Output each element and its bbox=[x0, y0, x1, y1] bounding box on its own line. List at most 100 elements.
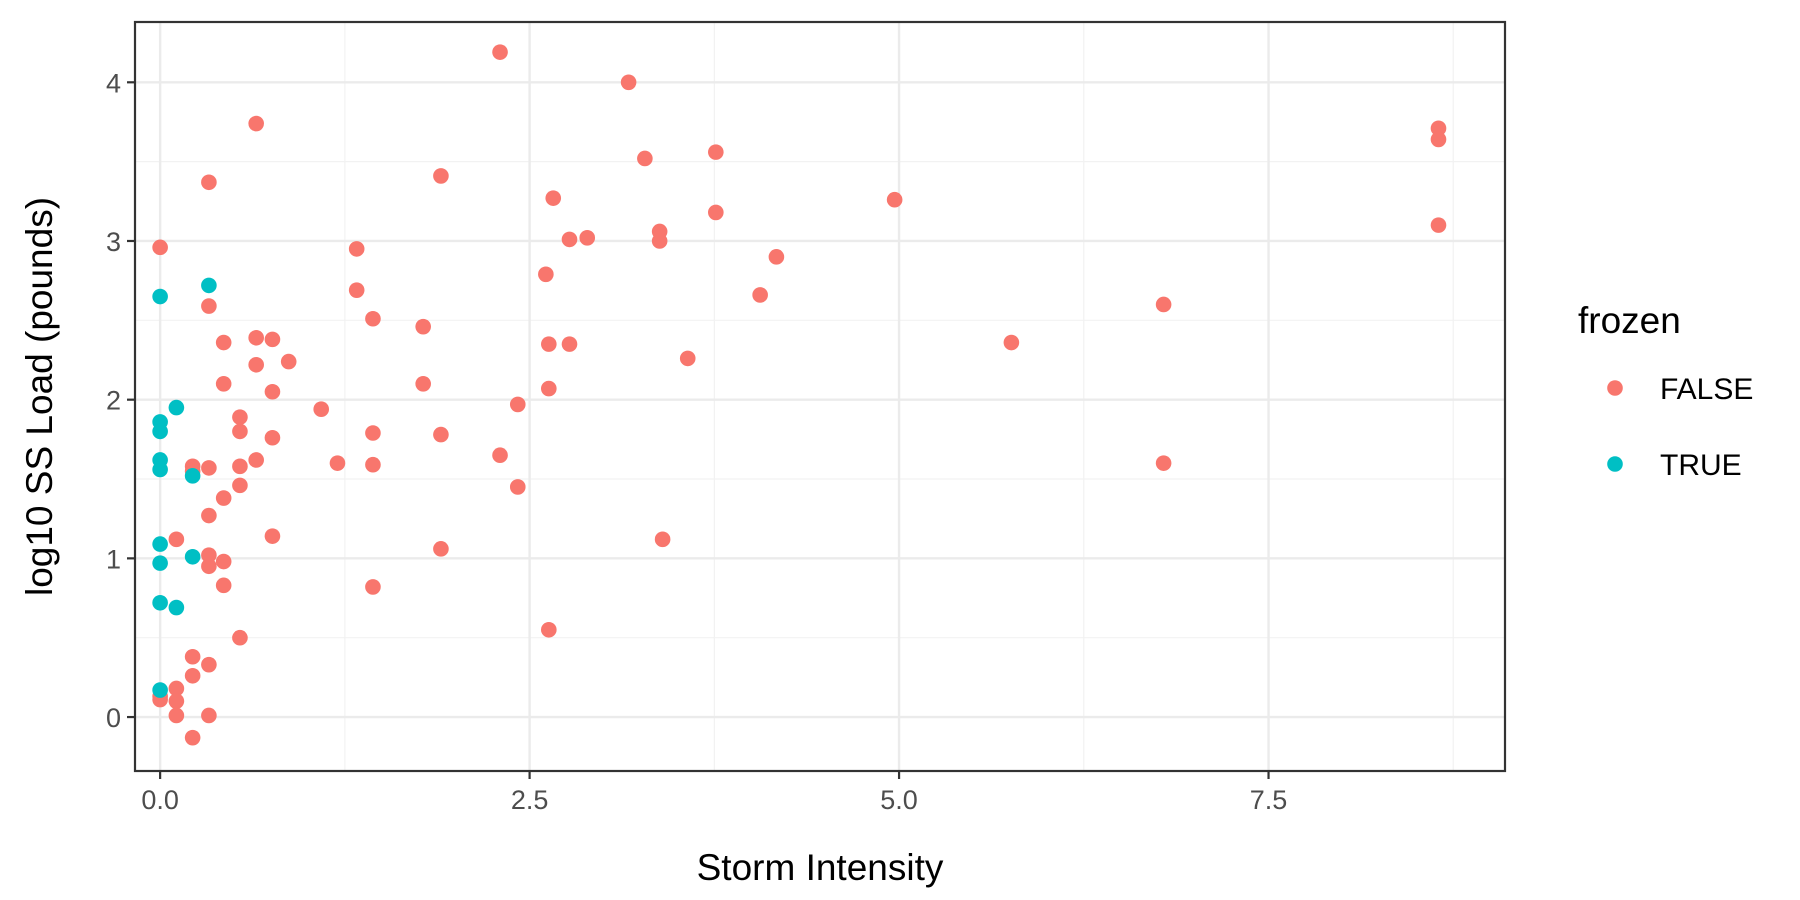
data-point-false bbox=[561, 231, 578, 248]
data-points bbox=[152, 44, 1447, 746]
data-point-true bbox=[184, 468, 201, 484]
data-point-true bbox=[152, 536, 168, 552]
legend-title: frozen bbox=[1578, 300, 1681, 341]
data-point-false bbox=[509, 479, 526, 495]
data-point-false bbox=[752, 287, 768, 303]
data-point-false bbox=[280, 353, 297, 370]
data-point-false bbox=[184, 729, 201, 746]
data-point-false bbox=[201, 460, 217, 476]
legend-label-true: TRUE bbox=[1660, 449, 1742, 482]
data-point-false bbox=[215, 334, 232, 351]
data-point-false bbox=[365, 579, 381, 595]
data-point-false bbox=[541, 621, 557, 638]
data-point-false bbox=[184, 667, 201, 684]
data-point-false bbox=[152, 239, 168, 256]
data-point-false bbox=[415, 318, 431, 335]
data-point-false bbox=[168, 680, 185, 697]
data-point-false bbox=[541, 380, 557, 397]
x-tick-label: 7.5 bbox=[1250, 785, 1288, 815]
y-tick-label: 0 bbox=[106, 703, 121, 733]
data-point-true bbox=[152, 423, 168, 440]
minor-gridlines bbox=[135, 22, 1505, 771]
data-point-false bbox=[415, 376, 431, 392]
legend-key-true bbox=[1607, 456, 1623, 472]
data-point-false bbox=[654, 531, 671, 548]
data-point-true bbox=[184, 548, 201, 565]
data-point-false bbox=[1155, 296, 1172, 313]
y-tick-label: 4 bbox=[106, 68, 121, 98]
x-tick-label: 5.0 bbox=[880, 785, 918, 815]
legend-label-false: FALSE bbox=[1660, 373, 1753, 406]
x-tick-label: 2.5 bbox=[511, 785, 549, 815]
data-point-false bbox=[201, 507, 217, 524]
data-point-false bbox=[232, 458, 248, 475]
data-point-false bbox=[248, 452, 264, 468]
data-point-false bbox=[492, 44, 508, 60]
data-point-false bbox=[365, 310, 381, 327]
data-point-false bbox=[232, 409, 248, 425]
data-point-false bbox=[545, 190, 562, 206]
data-point-false bbox=[201, 298, 217, 314]
data-point-false bbox=[1003, 334, 1020, 351]
data-point-false bbox=[768, 249, 785, 265]
data-point-false bbox=[264, 331, 281, 348]
data-point-false bbox=[620, 74, 637, 91]
y-axis-ticks: 0 1 2 3 4 bbox=[106, 68, 135, 733]
data-point-false bbox=[168, 693, 185, 709]
data-point-false bbox=[708, 204, 724, 221]
y-axis-title: log10 SS Load (pounds) bbox=[19, 197, 60, 596]
data-point-false bbox=[201, 558, 217, 575]
legend-key-false bbox=[1607, 380, 1623, 396]
data-point-false bbox=[168, 707, 185, 724]
data-point-false bbox=[509, 396, 526, 413]
data-point-false bbox=[232, 423, 248, 440]
data-point-true bbox=[168, 399, 185, 416]
data-point-true bbox=[152, 461, 168, 478]
data-point-false bbox=[1430, 131, 1447, 148]
legend: frozen FALSE TRUE bbox=[1578, 300, 1753, 482]
data-point-false bbox=[1430, 120, 1447, 137]
data-point-true bbox=[152, 288, 168, 305]
data-point-false bbox=[201, 656, 217, 673]
data-point-false bbox=[348, 282, 365, 298]
x-axis-title: Storm Intensity bbox=[697, 847, 944, 888]
data-point-false bbox=[1155, 455, 1172, 471]
data-point-false bbox=[201, 547, 217, 563]
data-point-false bbox=[248, 356, 264, 373]
data-point-false bbox=[579, 230, 596, 246]
data-point-true bbox=[201, 277, 217, 294]
data-point-false bbox=[708, 144, 724, 160]
major-gridlines bbox=[135, 22, 1505, 771]
data-point-false bbox=[168, 531, 185, 548]
y-tick-label: 1 bbox=[106, 544, 121, 574]
data-point-false bbox=[561, 336, 578, 352]
data-point-false bbox=[215, 553, 232, 570]
data-point-false bbox=[651, 233, 668, 249]
data-point-false bbox=[538, 266, 554, 283]
data-point-false bbox=[201, 707, 217, 724]
y-tick-label: 2 bbox=[106, 386, 121, 416]
y-tick-label: 3 bbox=[106, 227, 121, 257]
data-point-false bbox=[232, 477, 248, 494]
data-point-false bbox=[215, 490, 232, 506]
data-point-false bbox=[264, 383, 281, 400]
data-point-false bbox=[264, 528, 281, 544]
data-point-false bbox=[1430, 217, 1447, 233]
data-point-false bbox=[886, 191, 903, 208]
data-point-false bbox=[541, 336, 557, 352]
data-point-false bbox=[679, 350, 696, 367]
data-point-false bbox=[215, 577, 232, 594]
data-point-false bbox=[348, 241, 365, 257]
data-point-true bbox=[152, 555, 168, 571]
data-point-false bbox=[492, 447, 508, 464]
data-point-true bbox=[168, 599, 185, 616]
data-point-false bbox=[201, 174, 217, 191]
data-point-false bbox=[365, 456, 381, 473]
data-point-false bbox=[215, 376, 232, 392]
data-point-false bbox=[232, 629, 248, 646]
data-point-false bbox=[637, 150, 653, 167]
data-point-false bbox=[248, 115, 264, 132]
data-point-false bbox=[264, 429, 281, 446]
data-point-false bbox=[329, 455, 346, 471]
